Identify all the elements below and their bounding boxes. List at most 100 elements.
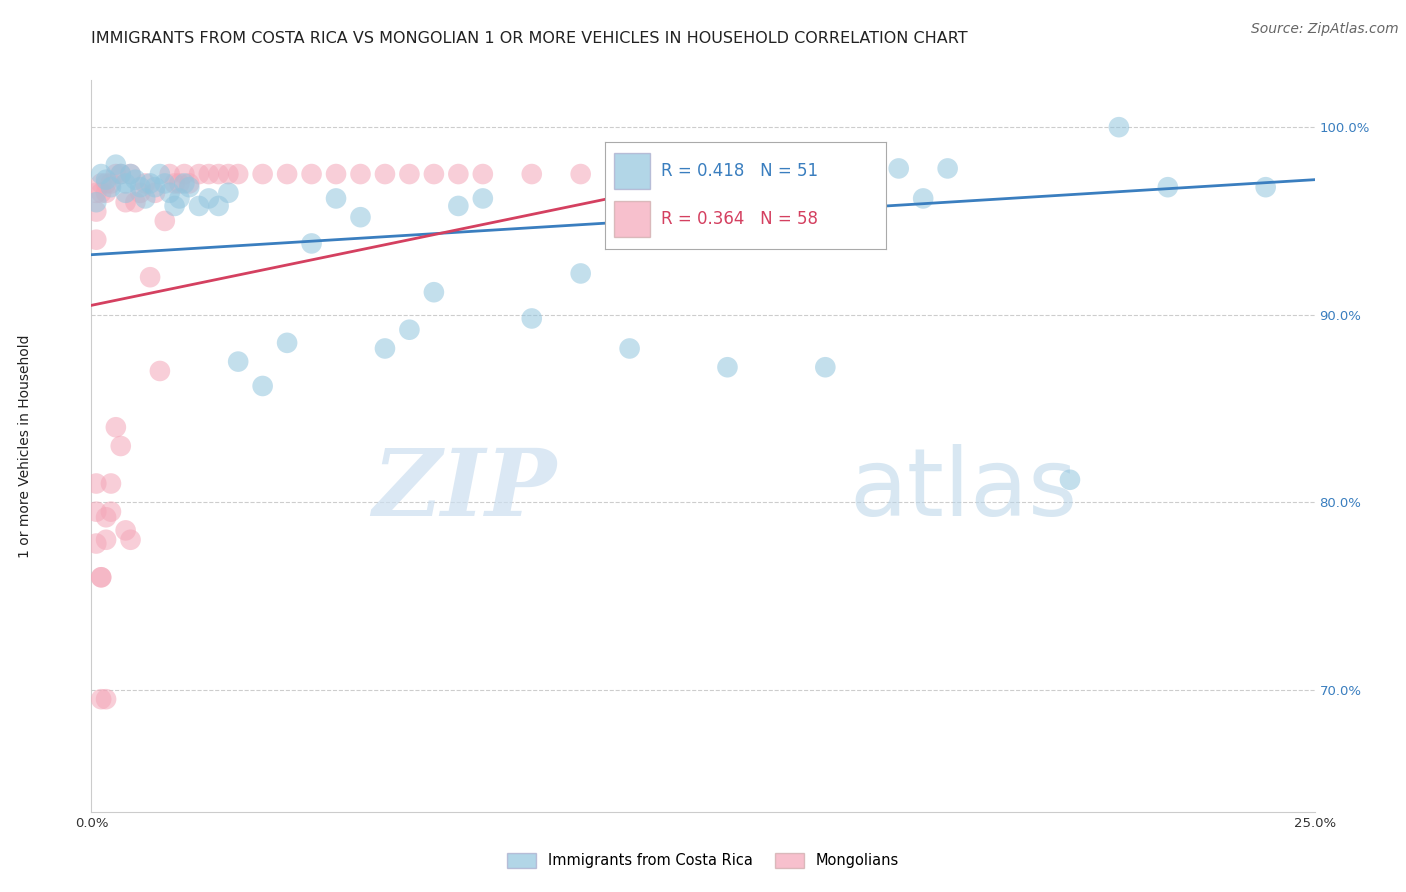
Point	[124, 195, 146, 210]
Point	[1254, 180, 1277, 194]
Point	[124, 172, 146, 186]
Point	[301, 167, 323, 181]
Point	[90, 692, 112, 706]
Point	[619, 342, 641, 356]
Point	[100, 177, 122, 191]
Point	[104, 167, 127, 181]
Point	[569, 267, 592, 281]
Point	[84, 476, 107, 491]
Point	[423, 285, 446, 300]
Bar	[613, 201, 650, 237]
Point	[1108, 120, 1130, 135]
Point	[569, 167, 592, 181]
Text: R = 0.364   N = 58: R = 0.364 N = 58	[661, 210, 818, 227]
Text: R = 0.418   N = 51: R = 0.418 N = 51	[661, 162, 818, 180]
Point	[149, 167, 172, 181]
Legend: Immigrants from Costa Rica, Mongolians: Immigrants from Costa Rica, Mongolians	[502, 847, 904, 874]
Point	[325, 191, 347, 205]
Point	[179, 177, 201, 191]
Point	[90, 177, 112, 191]
Point	[120, 167, 142, 181]
Point	[94, 172, 117, 186]
Point	[84, 195, 107, 210]
Point	[668, 167, 690, 181]
Point	[668, 177, 690, 191]
Point	[226, 167, 249, 181]
Point	[159, 167, 181, 181]
Point	[169, 177, 191, 191]
Point	[398, 323, 420, 337]
Point	[100, 505, 122, 519]
Point	[120, 167, 142, 181]
Point	[252, 379, 274, 393]
Point	[447, 167, 470, 181]
Point	[179, 180, 201, 194]
Point	[94, 186, 117, 200]
Point	[471, 167, 494, 181]
Point	[100, 476, 122, 491]
Point	[134, 177, 156, 191]
Point	[423, 167, 446, 181]
Point	[207, 199, 229, 213]
Text: 1 or more Vehicles in Household: 1 or more Vehicles in Household	[18, 334, 32, 558]
Point	[110, 167, 132, 181]
Point	[226, 354, 249, 368]
Point	[471, 191, 494, 205]
Point	[110, 439, 132, 453]
Point	[104, 420, 127, 434]
Point	[1157, 180, 1180, 194]
Point	[912, 191, 935, 205]
Point	[114, 195, 136, 210]
Point	[94, 510, 117, 524]
Point	[520, 311, 543, 326]
Point	[139, 177, 162, 191]
Point	[134, 191, 156, 205]
Point	[114, 186, 136, 200]
Point	[765, 180, 787, 194]
Point	[84, 536, 107, 550]
Point	[84, 233, 107, 247]
Point	[94, 533, 117, 547]
Point	[198, 191, 221, 205]
Point	[276, 167, 298, 181]
Point	[217, 167, 239, 181]
Point	[252, 167, 274, 181]
Point	[217, 186, 239, 200]
Point	[159, 186, 181, 200]
Point	[120, 533, 142, 547]
Point	[139, 270, 162, 285]
Text: atlas: atlas	[849, 444, 1078, 536]
Point	[887, 161, 910, 176]
Point	[143, 186, 166, 200]
Point	[447, 199, 470, 213]
Point	[188, 199, 211, 213]
Point	[173, 177, 195, 191]
Point	[173, 167, 195, 181]
Point	[163, 177, 186, 191]
Point	[520, 167, 543, 181]
Point	[114, 524, 136, 538]
Point	[619, 167, 641, 181]
Point	[94, 692, 117, 706]
Point	[198, 167, 221, 181]
Point	[838, 161, 860, 176]
Point	[149, 364, 172, 378]
Point	[100, 180, 122, 194]
Point	[129, 186, 152, 200]
Point	[207, 167, 229, 181]
Point	[349, 210, 371, 224]
Point	[374, 342, 396, 356]
Point	[374, 167, 396, 181]
Point	[84, 186, 107, 200]
Bar	[613, 153, 650, 189]
Text: Source: ZipAtlas.com: Source: ZipAtlas.com	[1251, 22, 1399, 37]
Point	[114, 177, 136, 191]
Point	[90, 167, 112, 181]
Point	[325, 167, 347, 181]
Point	[104, 158, 127, 172]
Text: ZIP: ZIP	[373, 445, 557, 535]
Point	[84, 505, 107, 519]
Point	[276, 335, 298, 350]
Point	[110, 167, 132, 181]
Point	[90, 570, 112, 584]
